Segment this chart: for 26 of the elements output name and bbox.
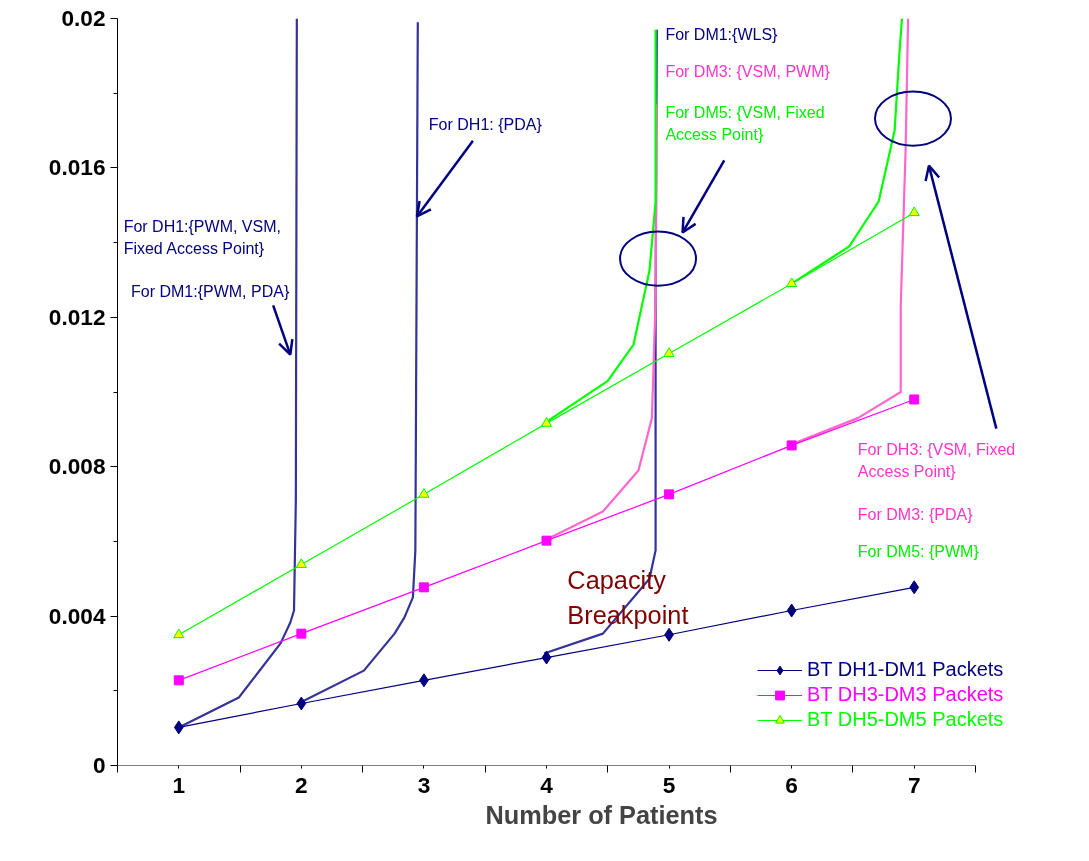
annotation: For DH3: {VSM, Fixed Access Point} xyxy=(857,440,1016,480)
annotation: For DH1:{PWM, VSM, Fixed Access Point} xyxy=(123,217,281,257)
annotation: For DM3: {PDA} xyxy=(857,505,974,523)
y-tick-label: 0.004 xyxy=(48,602,106,629)
x-tick-label: 4 xyxy=(540,771,554,798)
x-axis-title: Number of Patients xyxy=(485,800,718,829)
y-tick-label: 0.016 xyxy=(48,154,106,181)
x-tick-label: 7 xyxy=(907,771,921,798)
annotation: For DM5: {PWM} xyxy=(857,542,980,560)
y-tick-label: 0 xyxy=(92,752,106,778)
y-tick-label: 0.02 xyxy=(61,5,106,31)
legend-label: BT DH3-DM3 Packets xyxy=(807,683,1004,706)
x-tick-label: 5 xyxy=(662,771,676,798)
x-tick-label: 2 xyxy=(295,771,308,798)
annotation: For DH1: {PDA} xyxy=(428,115,543,133)
annotation: For DM1:{PWM, PDA} xyxy=(130,282,290,300)
legend-label: BT DH1-DM1 Packets xyxy=(807,658,1004,681)
x-tick-label: 6 xyxy=(785,771,798,798)
y-tick-label: 0.008 xyxy=(48,453,106,480)
annotation: For DM5: {VSM, Fixed Access Point} xyxy=(665,103,825,143)
x-tick-label: 1 xyxy=(172,771,186,798)
x-tick-label: 3 xyxy=(417,771,431,798)
annotation: For DM1:{WLS} xyxy=(665,25,779,43)
y-tick-label: 0.012 xyxy=(48,303,106,330)
annotation: For DM3: {VSM, PWM} xyxy=(665,63,831,81)
legend-label: BT DH5-DM5 Packets xyxy=(807,708,1004,731)
